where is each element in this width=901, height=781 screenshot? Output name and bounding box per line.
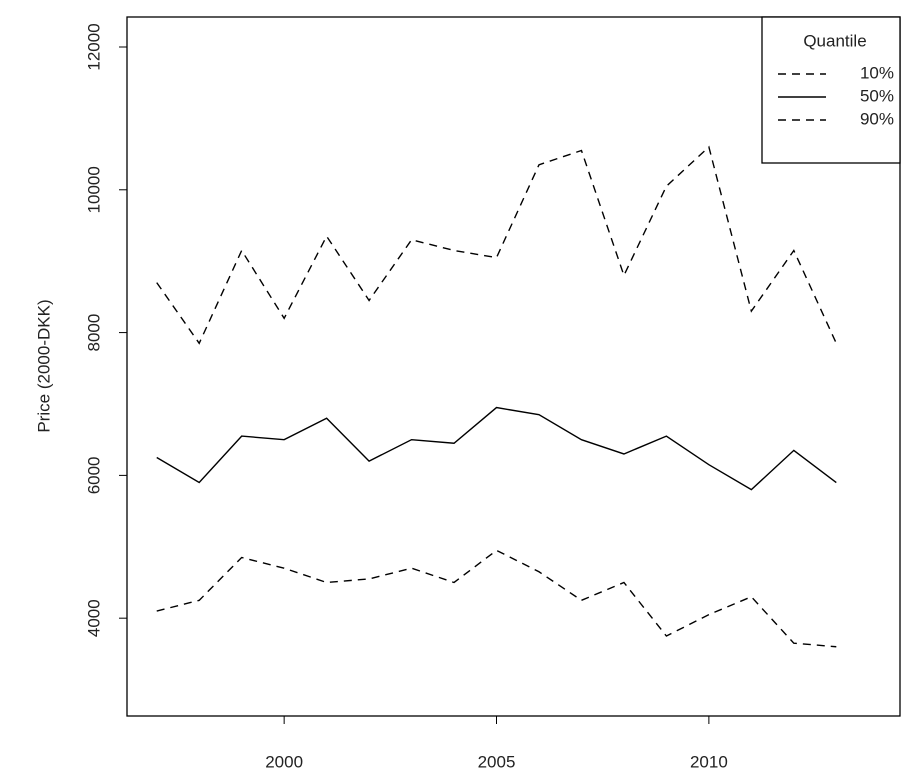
series-line bbox=[156, 549, 837, 648]
legend-title: Quantile bbox=[803, 31, 866, 50]
legend-label: 50% bbox=[860, 86, 894, 105]
plot-frame bbox=[126, 16, 901, 717]
legend-label: 10% bbox=[860, 63, 894, 82]
series-line bbox=[156, 406, 837, 491]
y-tick-label: 6000 bbox=[84, 456, 103, 494]
series-line bbox=[156, 145, 837, 345]
y-tick-label: 8000 bbox=[84, 314, 103, 352]
y-tick-label: 10000 bbox=[84, 166, 103, 213]
legend-label: 90% bbox=[860, 109, 894, 128]
x-tick-label: 2000 bbox=[265, 752, 303, 771]
y-tick-label: 12000 bbox=[84, 23, 103, 70]
y-axis-label: Price (2000-DKK) bbox=[34, 299, 53, 432]
x-tick-label: 2010 bbox=[690, 752, 728, 771]
x-tick-label: 2005 bbox=[478, 752, 516, 771]
legend-box bbox=[761, 16, 901, 164]
y-tick-label: 4000 bbox=[84, 599, 103, 637]
